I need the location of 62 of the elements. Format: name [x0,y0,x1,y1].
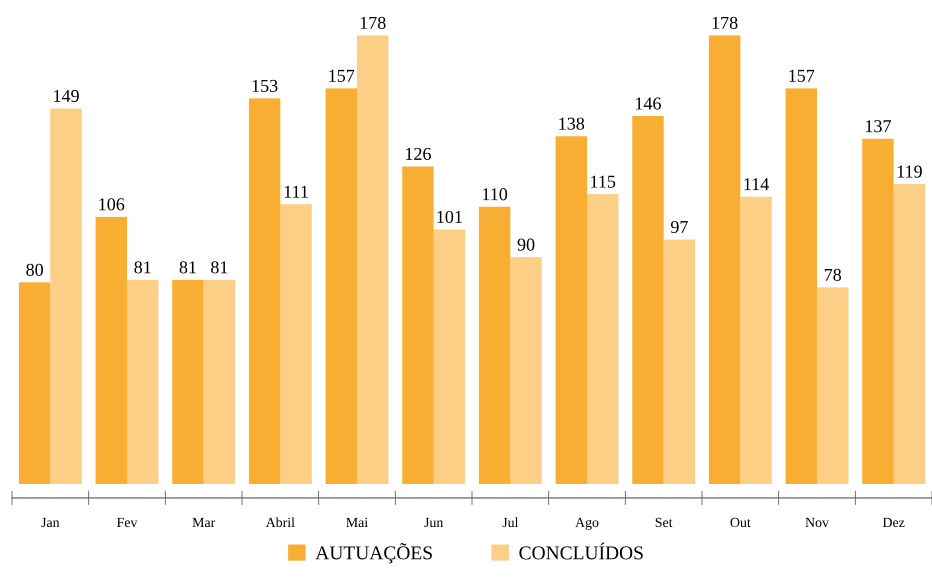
data-label: 157 [789,70,814,82]
x-tick-label: Ago [575,518,598,530]
x-tick-label: Jul [502,517,518,528]
x-tick-label: Abril [266,517,295,528]
x-tick-label: Out [730,518,751,528]
bar [740,196,772,484]
data-label: 81 [134,261,151,274]
bar [786,88,817,484]
x-tick-label: Jan [41,518,60,528]
bar [664,240,696,484]
bar [862,138,894,484]
bar [478,206,510,484]
bar [357,35,388,484]
bar [18,282,50,484]
bar [248,98,280,484]
data-label: 137 [866,120,891,132]
bar [587,194,618,484]
data-label: 110 [483,188,508,200]
x-tick-label: Dez [882,518,904,528]
data-label: 111 [284,186,308,198]
x-tick-label: Fev [116,518,138,528]
x-tick-label: Mai [346,518,368,528]
data-label: 81 [180,261,196,274]
bar [96,216,127,484]
data-label: 149 [54,90,79,102]
data-label: 178 [712,16,738,29]
x-tick-label: Set [656,518,672,528]
data-label: 90 [518,238,534,251]
bar [708,35,740,484]
legend-label: AUTUAÇÕES [315,543,432,564]
bar [172,280,204,484]
legend-label: CONCLUÍDOS [519,542,643,560]
bar [817,287,848,484]
bar [280,204,312,484]
data-label: 153 [252,80,278,92]
data-label: 81 [211,261,228,274]
bar [632,116,664,484]
bar [556,136,587,484]
data-label: 114 [744,178,769,190]
data-label: 138 [559,118,584,130]
bar [434,229,466,484]
data-label: 78 [824,268,842,281]
data-label: 178 [360,16,386,29]
data-label: 119 [898,166,922,178]
bar [127,280,158,484]
bar [894,184,926,484]
data-label: 126 [406,148,431,160]
bar [50,108,82,484]
x-tick-label: Nov [805,518,829,528]
x-tick-label: Jun [424,518,444,528]
x-tick-label: Mar [192,518,216,528]
bar [326,88,357,484]
bar [204,280,236,484]
bar [510,257,542,484]
data-label: 80 [26,264,43,276]
data-label: 157 [329,70,354,82]
bar [402,166,434,484]
data-label: 101 [437,210,462,224]
data-label: 115 [591,176,616,188]
data-label: 97 [670,220,688,234]
data-label: 106 [99,198,124,210]
data-label: 146 [636,97,661,110]
